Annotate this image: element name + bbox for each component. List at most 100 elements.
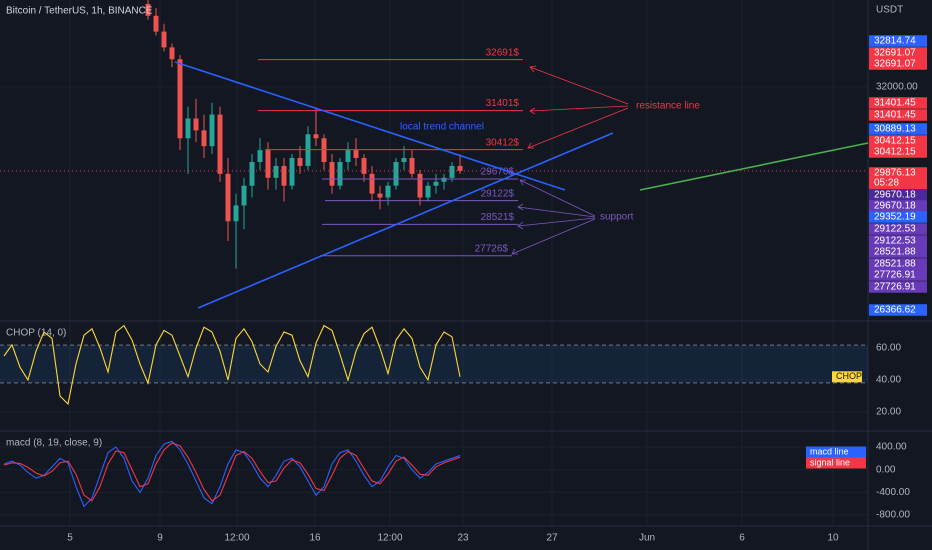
arrow <box>519 179 596 217</box>
candle-body <box>449 165 455 178</box>
price-label-box <box>869 304 927 316</box>
series-tag <box>806 446 866 458</box>
y-tick-label: 32000.00 <box>876 82 918 93</box>
price-label: 29876.13 <box>874 168 916 179</box>
level-label: 31401$ <box>486 98 520 109</box>
grid <box>0 0 868 526</box>
series-name: CHOP <box>836 371 862 381</box>
candle-body <box>153 15 159 32</box>
price-label-box <box>869 123 927 135</box>
y-tick-label: 40.00 <box>876 375 901 386</box>
candle-body <box>265 150 271 178</box>
price-label-box <box>869 223 927 235</box>
support-arrows <box>511 179 596 255</box>
price-label: 29670.18 <box>874 190 916 201</box>
candle-body <box>193 118 199 131</box>
price-label: 29122.53 <box>874 236 916 247</box>
trend-line <box>197 132 614 309</box>
candle-body <box>225 173 231 222</box>
price-label-box <box>869 109 927 121</box>
candle-body <box>433 181 439 186</box>
price-label: 32814.74 <box>874 36 916 47</box>
candle-body <box>201 130 207 147</box>
level-label: 30412$ <box>486 137 520 148</box>
candle-body <box>257 150 263 162</box>
series-tag <box>832 371 862 383</box>
y-tick-label: 20.00 <box>876 407 901 418</box>
candle-body <box>185 118 191 139</box>
price-label-box <box>869 281 927 293</box>
candle-body <box>369 173 375 194</box>
candle-body <box>417 173 423 198</box>
price-label-box <box>869 258 927 270</box>
x-tick-label: Jun <box>639 533 655 544</box>
countdown: 05:28 <box>874 178 899 189</box>
candle-body <box>353 150 359 159</box>
candle-body <box>249 161 255 186</box>
price-label-box <box>869 211 927 223</box>
y-tick-label: 0.00 <box>876 464 896 475</box>
candle-body <box>273 165 279 178</box>
note: support <box>600 212 634 223</box>
candle-body <box>393 161 399 186</box>
price-label: 30889.13 <box>874 124 916 135</box>
price-label-box <box>869 146 927 158</box>
candle-body <box>177 59 183 139</box>
level-label: 32691$ <box>486 47 520 58</box>
level-label: 27726$ <box>475 243 509 254</box>
price-label: 29670.18 <box>874 201 916 212</box>
price-label: 29352.19 <box>874 212 916 223</box>
y-tick-label: 60.00 <box>876 343 901 354</box>
price-label-box <box>869 135 927 147</box>
series-name: macd line <box>810 446 849 456</box>
arrow <box>517 203 596 218</box>
candle-body <box>233 205 239 222</box>
y-tick-label: -800.00 <box>876 510 910 521</box>
series-name: signal line <box>810 457 850 467</box>
indicator-panes: CHOP (14, 0) macd (8, 19, close, 9) <box>0 324 868 508</box>
price-label-box <box>869 167 927 190</box>
resistance-arrows <box>527 65 629 149</box>
price-label: 31401.45 <box>874 110 916 121</box>
candle-body <box>345 150 351 162</box>
x-tick-label: 5 <box>67 533 73 544</box>
symbol-title: Bitcoin / TetherUS, 1h, BINANCE <box>6 6 153 17</box>
level-label: 28521$ <box>481 212 515 223</box>
currency: USDT <box>876 5 903 16</box>
indicator-line <box>3 440 461 508</box>
price-label: 32691.07 <box>874 59 916 70</box>
price-label-box <box>869 97 927 109</box>
candle-body <box>313 134 319 139</box>
price-label: 27726.91 <box>874 270 916 281</box>
price-label-box <box>869 47 927 59</box>
series-tag <box>806 457 866 469</box>
price-label-box <box>869 58 927 70</box>
price-label: 32691.07 <box>874 48 916 59</box>
x-tick-label: 9 <box>157 533 163 544</box>
trend-line <box>174 61 566 191</box>
x-tick-label: 12:00 <box>377 533 402 544</box>
level-label: 29670$ <box>481 167 515 178</box>
price-label-box <box>869 35 927 47</box>
indicator-title: CHOP (14, 0) <box>6 328 66 339</box>
price-label-box <box>869 200 927 212</box>
note: local trend channel <box>400 122 484 133</box>
candle-body <box>241 185 247 206</box>
candle-body <box>209 114 215 147</box>
candle-body <box>289 158 295 186</box>
price-label: 27726.91 <box>874 282 916 293</box>
indicator-line <box>3 442 461 502</box>
candle-body <box>401 158 407 162</box>
arrow <box>529 105 629 115</box>
candle-body <box>281 165 287 186</box>
price-label: 29122.53 <box>874 224 916 235</box>
trend-line <box>639 142 869 191</box>
x-tick-label: 16 <box>309 533 321 544</box>
price-label-box <box>869 235 927 247</box>
y-tick-label: 400.00 <box>876 442 907 453</box>
arrow <box>527 107 629 149</box>
candle-body <box>161 31 167 48</box>
x-tick-label: 12:00 <box>224 533 249 544</box>
y-tick-label: -400.00 <box>876 487 910 498</box>
